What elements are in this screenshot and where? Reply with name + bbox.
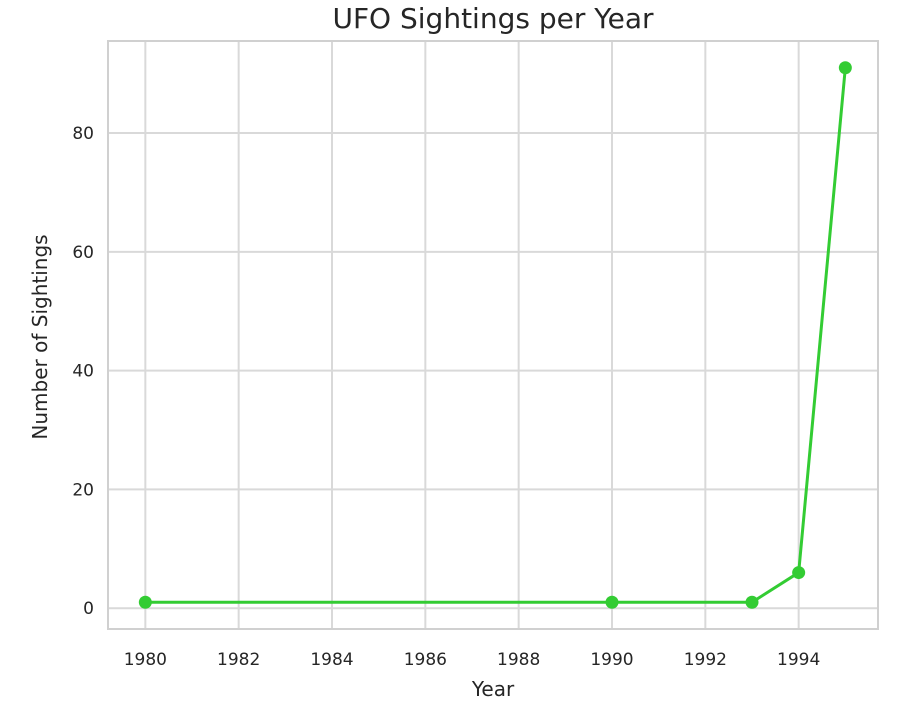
data-point (745, 595, 759, 609)
y-tick-label: 20 (72, 480, 94, 500)
x-tick-label: 1980 (124, 650, 167, 670)
series-line (145, 67, 847, 604)
data-point (792, 566, 806, 580)
x-tick-labels: 1980 1982 1984 1986 1988 1990 1992 1994 (124, 650, 821, 670)
y-tick-labels: 0 20 40 60 80 (72, 124, 94, 619)
x-tick-label: 1994 (777, 650, 820, 670)
x-tick-label: 1984 (310, 650, 353, 670)
x-tick-label: 1990 (590, 650, 633, 670)
y-tick-label: 40 (72, 362, 94, 382)
chart-title: UFO Sightings per Year (332, 2, 654, 35)
y-tick-label: 80 (72, 124, 94, 144)
y-tick-label: 0 (83, 599, 94, 619)
y-axis-label: Number of Sightings (28, 234, 52, 439)
plot-frame (107, 40, 879, 630)
data-point (838, 61, 852, 75)
y-tick-label: 60 (72, 243, 94, 263)
x-axis-label: Year (471, 677, 515, 701)
data-point (605, 595, 619, 609)
x-tick-label: 1992 (684, 650, 727, 670)
series-group (138, 61, 852, 609)
x-tick-label: 1982 (217, 650, 260, 670)
grid (108, 41, 878, 629)
data-point (138, 595, 152, 609)
x-tick-label: 1988 (497, 650, 540, 670)
x-tick-label: 1986 (404, 650, 447, 670)
